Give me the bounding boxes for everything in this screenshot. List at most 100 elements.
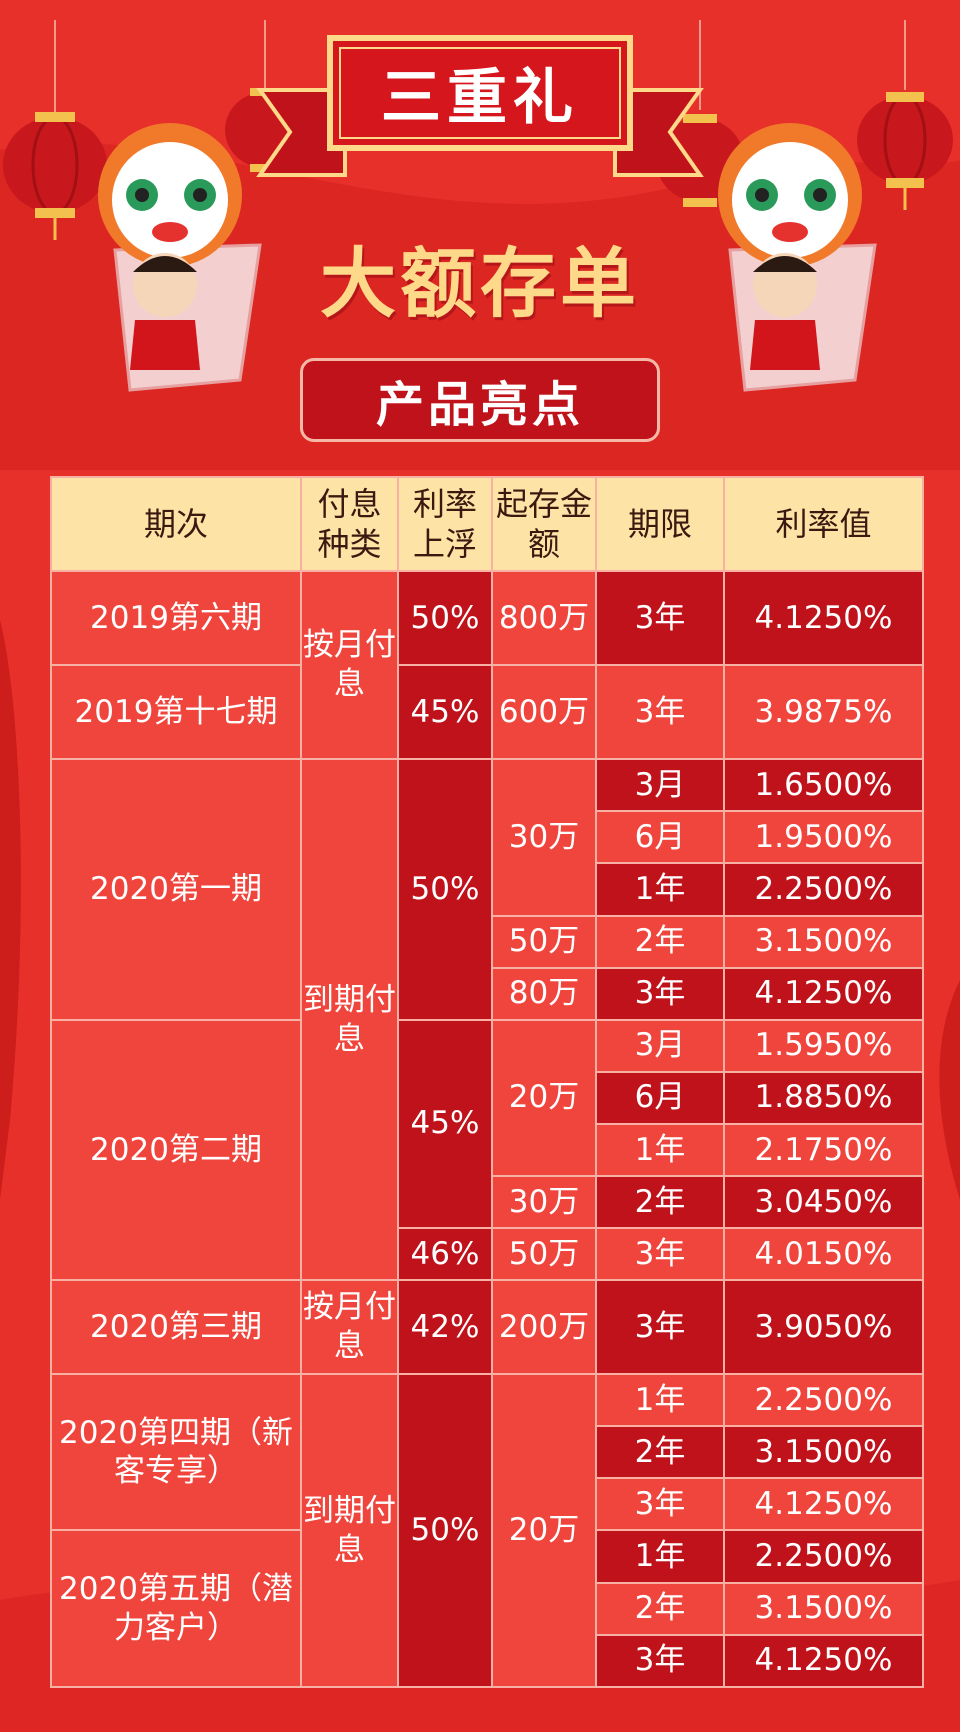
lion-dance-icon-left	[98, 123, 262, 392]
table-row: 80万 3年 4.1250%	[51, 966, 924, 1021]
min-amount-cell: 600万	[491, 664, 597, 761]
table-row: 2020第四期（新客专享） 到期付息 50% 20万 1年 2.2500%	[50, 1373, 924, 1688]
interest-type-cell: 到期付息	[300, 758, 399, 1282]
table-row: 3年 4.1250%	[51, 1633, 924, 1689]
period-cell: 2020第二期	[50, 1018, 302, 1282]
rate-cell: 3.1500%	[723, 1581, 924, 1636]
table-row: 2年 3.1500%	[51, 1425, 924, 1480]
period-cell: 2019第六期	[50, 569, 302, 667]
rate-float-cell: 45%	[397, 1018, 493, 1230]
rate-cell: 2.2500%	[723, 1529, 924, 1584]
table-row: 2019第六期 按月付息 50% 800万 3年 4.1250%	[50, 569, 924, 761]
brush-stroke-right	[939, 980, 960, 1200]
min-amount-cell: 200万	[491, 1279, 597, 1376]
rate-float-cell: 50%	[397, 569, 493, 667]
table-row: 2020第一期 到期付息 50% 30万 3月 1.6500%	[50, 758, 924, 1282]
product-highlights-badge: 产品亮点	[300, 358, 660, 442]
table-row: 2年 3.1500%	[51, 1581, 924, 1636]
term-cell: 2年	[595, 1581, 725, 1636]
period-cell: 2019第十七期	[50, 664, 302, 761]
table-row: 6月 1.9500%	[51, 810, 924, 865]
lantern-icon-right-2	[857, 20, 953, 210]
rate-cell: 4.1250%	[723, 966, 924, 1021]
rate-cell: 1.8850%	[723, 1070, 924, 1125]
header-period: 期次	[50, 476, 302, 572]
deposit-rate-table: 期次 付息种类 利率上浮 起存金额 期限 利率值 2019第六期 按月付息 50…	[50, 476, 924, 1689]
rate-cell: 2.1750%	[723, 1122, 924, 1177]
term-cell: 1年	[595, 1373, 725, 1428]
page-title: 大额存单	[320, 239, 640, 328]
min-amount-cell: 20万	[491, 1373, 597, 1688]
rate-cell: 3.1500%	[723, 1425, 924, 1480]
banner-title: 三重礼	[381, 62, 579, 133]
term-cell: 3年	[595, 966, 725, 1021]
rate-float-cell: 45%	[397, 664, 493, 761]
rate-cell: 1.5950%	[723, 1018, 924, 1073]
brush-stroke-top	[0, 143, 960, 470]
rate-cell: 1.6500%	[723, 758, 924, 813]
term-cell: 1年	[595, 1529, 725, 1584]
min-amount-cell: 80万	[491, 966, 597, 1021]
header-rate-float: 利率上浮	[397, 476, 493, 572]
rate-float-cell: 50%	[397, 1373, 493, 1688]
table-row: 2020第三期 按月付息 42% 200万 3年 3.9050%	[50, 1279, 924, 1376]
interest-type-cell: 按月付息	[300, 569, 399, 761]
term-cell: 3年	[595, 1227, 725, 1282]
period-cell: 2020第三期	[50, 1279, 302, 1376]
term-cell: 6月	[595, 1070, 725, 1125]
table-row: 2019第十七期 45% 600万 3年 3.9875%	[50, 664, 924, 761]
term-cell: 3月	[595, 758, 725, 813]
rate-float-cell: 46%	[397, 1227, 493, 1282]
term-cell: 3年	[595, 569, 725, 667]
rate-cell: 3.0450%	[723, 1174, 924, 1230]
interest-type-cell: 到期付息	[300, 1373, 399, 1688]
term-cell: 1年	[595, 862, 725, 917]
table-row: 30万 2年 3.0450%	[51, 1174, 924, 1230]
rate-cell: 4.0150%	[723, 1227, 924, 1282]
table-header-row: 期次 付息种类 利率上浮 起存金额 期限 利率值	[50, 476, 924, 572]
term-cell: 3年	[595, 664, 725, 761]
table-row: 50万 2年 3.1500%	[51, 914, 924, 969]
table-row: 2020第五期（潜力客户） 1年 2.2500%	[50, 1529, 924, 1688]
interest-type-cell: 按月付息	[300, 1279, 399, 1376]
header-min-amount: 起存金额	[491, 476, 597, 572]
rate-float-cell: 42%	[397, 1279, 493, 1376]
rate-cell: 2.2500%	[723, 862, 924, 917]
term-cell: 2年	[595, 1174, 725, 1230]
min-amount-cell: 30万	[491, 758, 597, 917]
term-cell: 1年	[595, 1122, 725, 1177]
rate-cell: 4.1250%	[723, 1477, 924, 1532]
table-row: 6月 1.8850%	[51, 1070, 924, 1125]
term-cell: 3年	[595, 1633, 725, 1689]
table-row: 1年 2.2500%	[51, 862, 924, 917]
table-row: 2020第二期 45% 20万 3月 1.5950%	[50, 1018, 924, 1282]
rate-cell: 3.9875%	[723, 664, 924, 761]
term-cell: 2年	[595, 914, 725, 969]
header-rate: 利率值	[723, 476, 924, 572]
term-cell: 6月	[595, 810, 725, 865]
rate-cell: 4.1250%	[723, 1633, 924, 1689]
table-row: 3年 4.1250%	[51, 1477, 924, 1532]
header-term: 期限	[595, 476, 725, 572]
header-interest-type: 付息种类	[300, 476, 399, 572]
period-cell: 2020第一期	[50, 758, 302, 1021]
lantern-icon-left	[3, 20, 107, 240]
min-amount-cell: 50万	[491, 1227, 597, 1282]
term-cell: 3月	[595, 1018, 725, 1073]
rate-cell: 1.9500%	[723, 810, 924, 865]
period-cell: 2020第五期（潜力客户）	[50, 1529, 302, 1688]
min-amount-cell: 800万	[491, 569, 597, 667]
lion-dance-icon-right	[718, 123, 877, 392]
term-cell: 3年	[595, 1279, 725, 1376]
rate-cell: 4.1250%	[723, 569, 924, 667]
term-cell: 2年	[595, 1425, 725, 1480]
brush-stroke-left	[0, 620, 21, 1200]
ribbon-banner	[256, 35, 704, 177]
min-amount-cell: 20万	[491, 1018, 597, 1177]
term-cell: 3年	[595, 1477, 725, 1532]
period-cell: 2020第四期（新客专享）	[50, 1373, 302, 1532]
min-amount-cell: 30万	[491, 1174, 597, 1230]
rate-cell: 3.9050%	[723, 1279, 924, 1376]
table-row: 1年 2.1750%	[51, 1122, 924, 1177]
rate-cell: 3.1500%	[723, 914, 924, 969]
